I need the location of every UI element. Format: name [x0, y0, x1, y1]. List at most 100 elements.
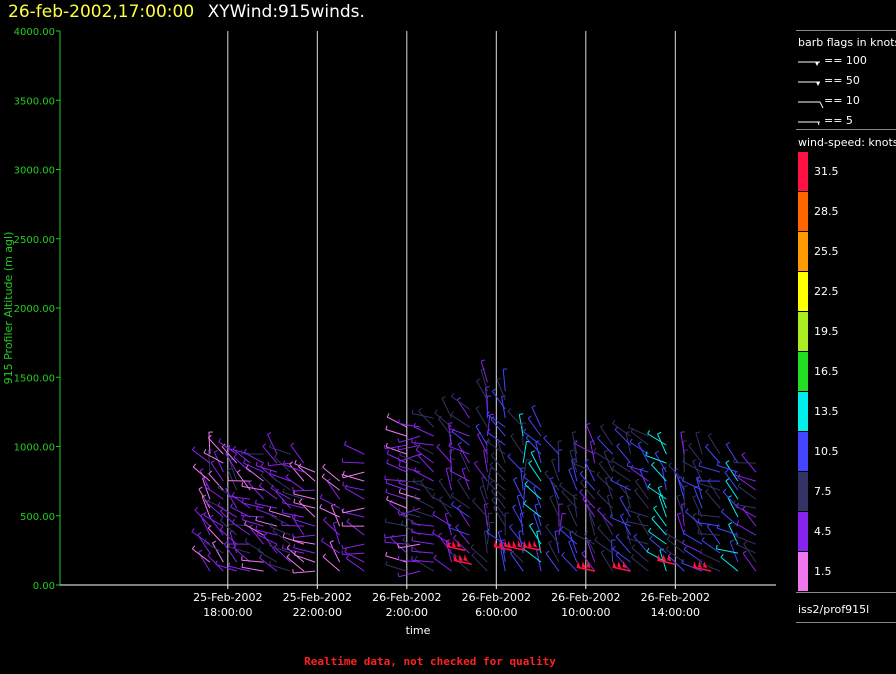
- wind-barb-flag: [219, 526, 224, 530]
- wind-barb-flag: [321, 473, 325, 478]
- wind-barb: [571, 432, 578, 455]
- wind-barb: [558, 513, 563, 536]
- wind-barb: [271, 487, 291, 500]
- wind-barb: [676, 514, 685, 536]
- wind-barb-flag: [269, 443, 272, 448]
- wind-barb: [206, 502, 224, 518]
- x-tick-label-time: 14:00:00: [651, 606, 700, 619]
- wind-barb: [584, 533, 596, 554]
- wind-barb: [489, 464, 506, 482]
- wind-barb-flag: [243, 459, 246, 464]
- wind-barb: [698, 533, 721, 536]
- wind-barb-flag: [722, 488, 727, 493]
- wind-barb-flag: [666, 535, 671, 540]
- wind-barb: [698, 482, 721, 491]
- title-datetime: 26-feb-2002,17:00:00: [8, 2, 195, 22]
- wind-barb-flag: [705, 443, 709, 447]
- wind-barb: [268, 462, 291, 467]
- wind-barb: [204, 486, 224, 500]
- wind-barb-flag: [420, 478, 425, 482]
- barb-legend-icons: [798, 61, 824, 126]
- wind-barb: [545, 526, 560, 545]
- strong-wind-pennant: [463, 554, 468, 562]
- wind-barb: [705, 446, 721, 464]
- barb-100-icon: [798, 61, 820, 66]
- wind-barb-flag: [411, 409, 414, 414]
- wind-barb: [588, 513, 596, 536]
- wind-barb: [420, 481, 435, 500]
- wind-barb-flag: [507, 453, 512, 457]
- wind-barb-flag: [600, 549, 605, 553]
- wind-barb: [398, 511, 421, 518]
- strong-wind-pennant: [667, 554, 672, 562]
- wind-barb: [449, 470, 470, 482]
- wind-barb: [241, 485, 264, 491]
- strong-wind-pennant: [453, 554, 458, 562]
- wind-barb-flag: [319, 503, 322, 508]
- wind-barb-flag: [633, 533, 638, 538]
- wind-barb: [593, 451, 613, 464]
- wind-barb-flag: [345, 554, 350, 559]
- wind-barb: [398, 570, 421, 578]
- wind-barb: [412, 509, 434, 518]
- wind-barb-flag: [635, 478, 640, 482]
- wind-barb-flag: [510, 433, 515, 437]
- wind-barb-flag: [605, 476, 610, 479]
- wind-barb: [385, 429, 407, 437]
- wind-barb-flag: [219, 517, 224, 521]
- wind-barb: [402, 539, 421, 554]
- wind-barb: [249, 526, 264, 545]
- wind-barb: [486, 414, 506, 428]
- wind-barb-flag: [507, 408, 512, 412]
- wind-barb: [414, 559, 434, 572]
- wind-barb-flag: [397, 511, 400, 516]
- wind-barb: [568, 541, 578, 563]
- wind-barb: [475, 408, 488, 428]
- wind-barb: [457, 480, 470, 500]
- wind-barb: [589, 441, 596, 464]
- wind-barb: [497, 532, 506, 554]
- wind-barb: [398, 444, 421, 451]
- wind-barb: [385, 491, 407, 500]
- wind-barb-flag: [232, 445, 237, 450]
- wind-barb: [208, 432, 211, 455]
- wind-barb-flag: [646, 547, 650, 552]
- wind-barb: [293, 519, 316, 527]
- wind-barb: [459, 452, 470, 473]
- wind-barb-flag: [594, 536, 598, 541]
- wind-barb-flag: [715, 544, 718, 549]
- wind-barb-flag: [397, 543, 400, 549]
- wind-barb: [509, 526, 524, 545]
- wind-barb: [282, 502, 305, 509]
- wind-barb-flag: [218, 438, 222, 442]
- wind-barb: [523, 431, 542, 446]
- x-tick-label-date: 26-Feb-2002: [462, 591, 531, 604]
- wind-barb: [480, 369, 488, 392]
- wind-barb-flag: [448, 422, 453, 424]
- wind-barb: [698, 514, 721, 518]
- wind-barb-flag: [241, 482, 244, 487]
- wind-barb: [698, 522, 721, 527]
- wind-barb: [471, 555, 488, 572]
- wind-barb-flag: [455, 524, 460, 528]
- wind-barb: [274, 456, 291, 473]
- wind-barb: [665, 532, 685, 545]
- wind-barb-flag: [199, 468, 204, 471]
- wind-barb-flag: [446, 467, 451, 470]
- wind-barb: [329, 542, 341, 563]
- wind-barb-flag: [707, 478, 712, 482]
- wind-barb: [479, 487, 488, 509]
- wind-barb-flag: [573, 494, 578, 496]
- wind-barb-flag: [398, 507, 401, 512]
- wind-barb: [213, 451, 224, 473]
- wind-barb: [270, 515, 291, 527]
- wind-barb-flag: [231, 491, 235, 496]
- scale-swatch: [798, 512, 808, 551]
- wind-barb-flag: [549, 476, 554, 480]
- wind-barb: [293, 493, 316, 500]
- wind-barb-flag: [705, 488, 710, 492]
- wind-barb-flag: [457, 477, 462, 481]
- wind-barb: [627, 509, 649, 518]
- wind-barb-flag: [385, 488, 388, 493]
- wind-barb-flag: [412, 506, 415, 511]
